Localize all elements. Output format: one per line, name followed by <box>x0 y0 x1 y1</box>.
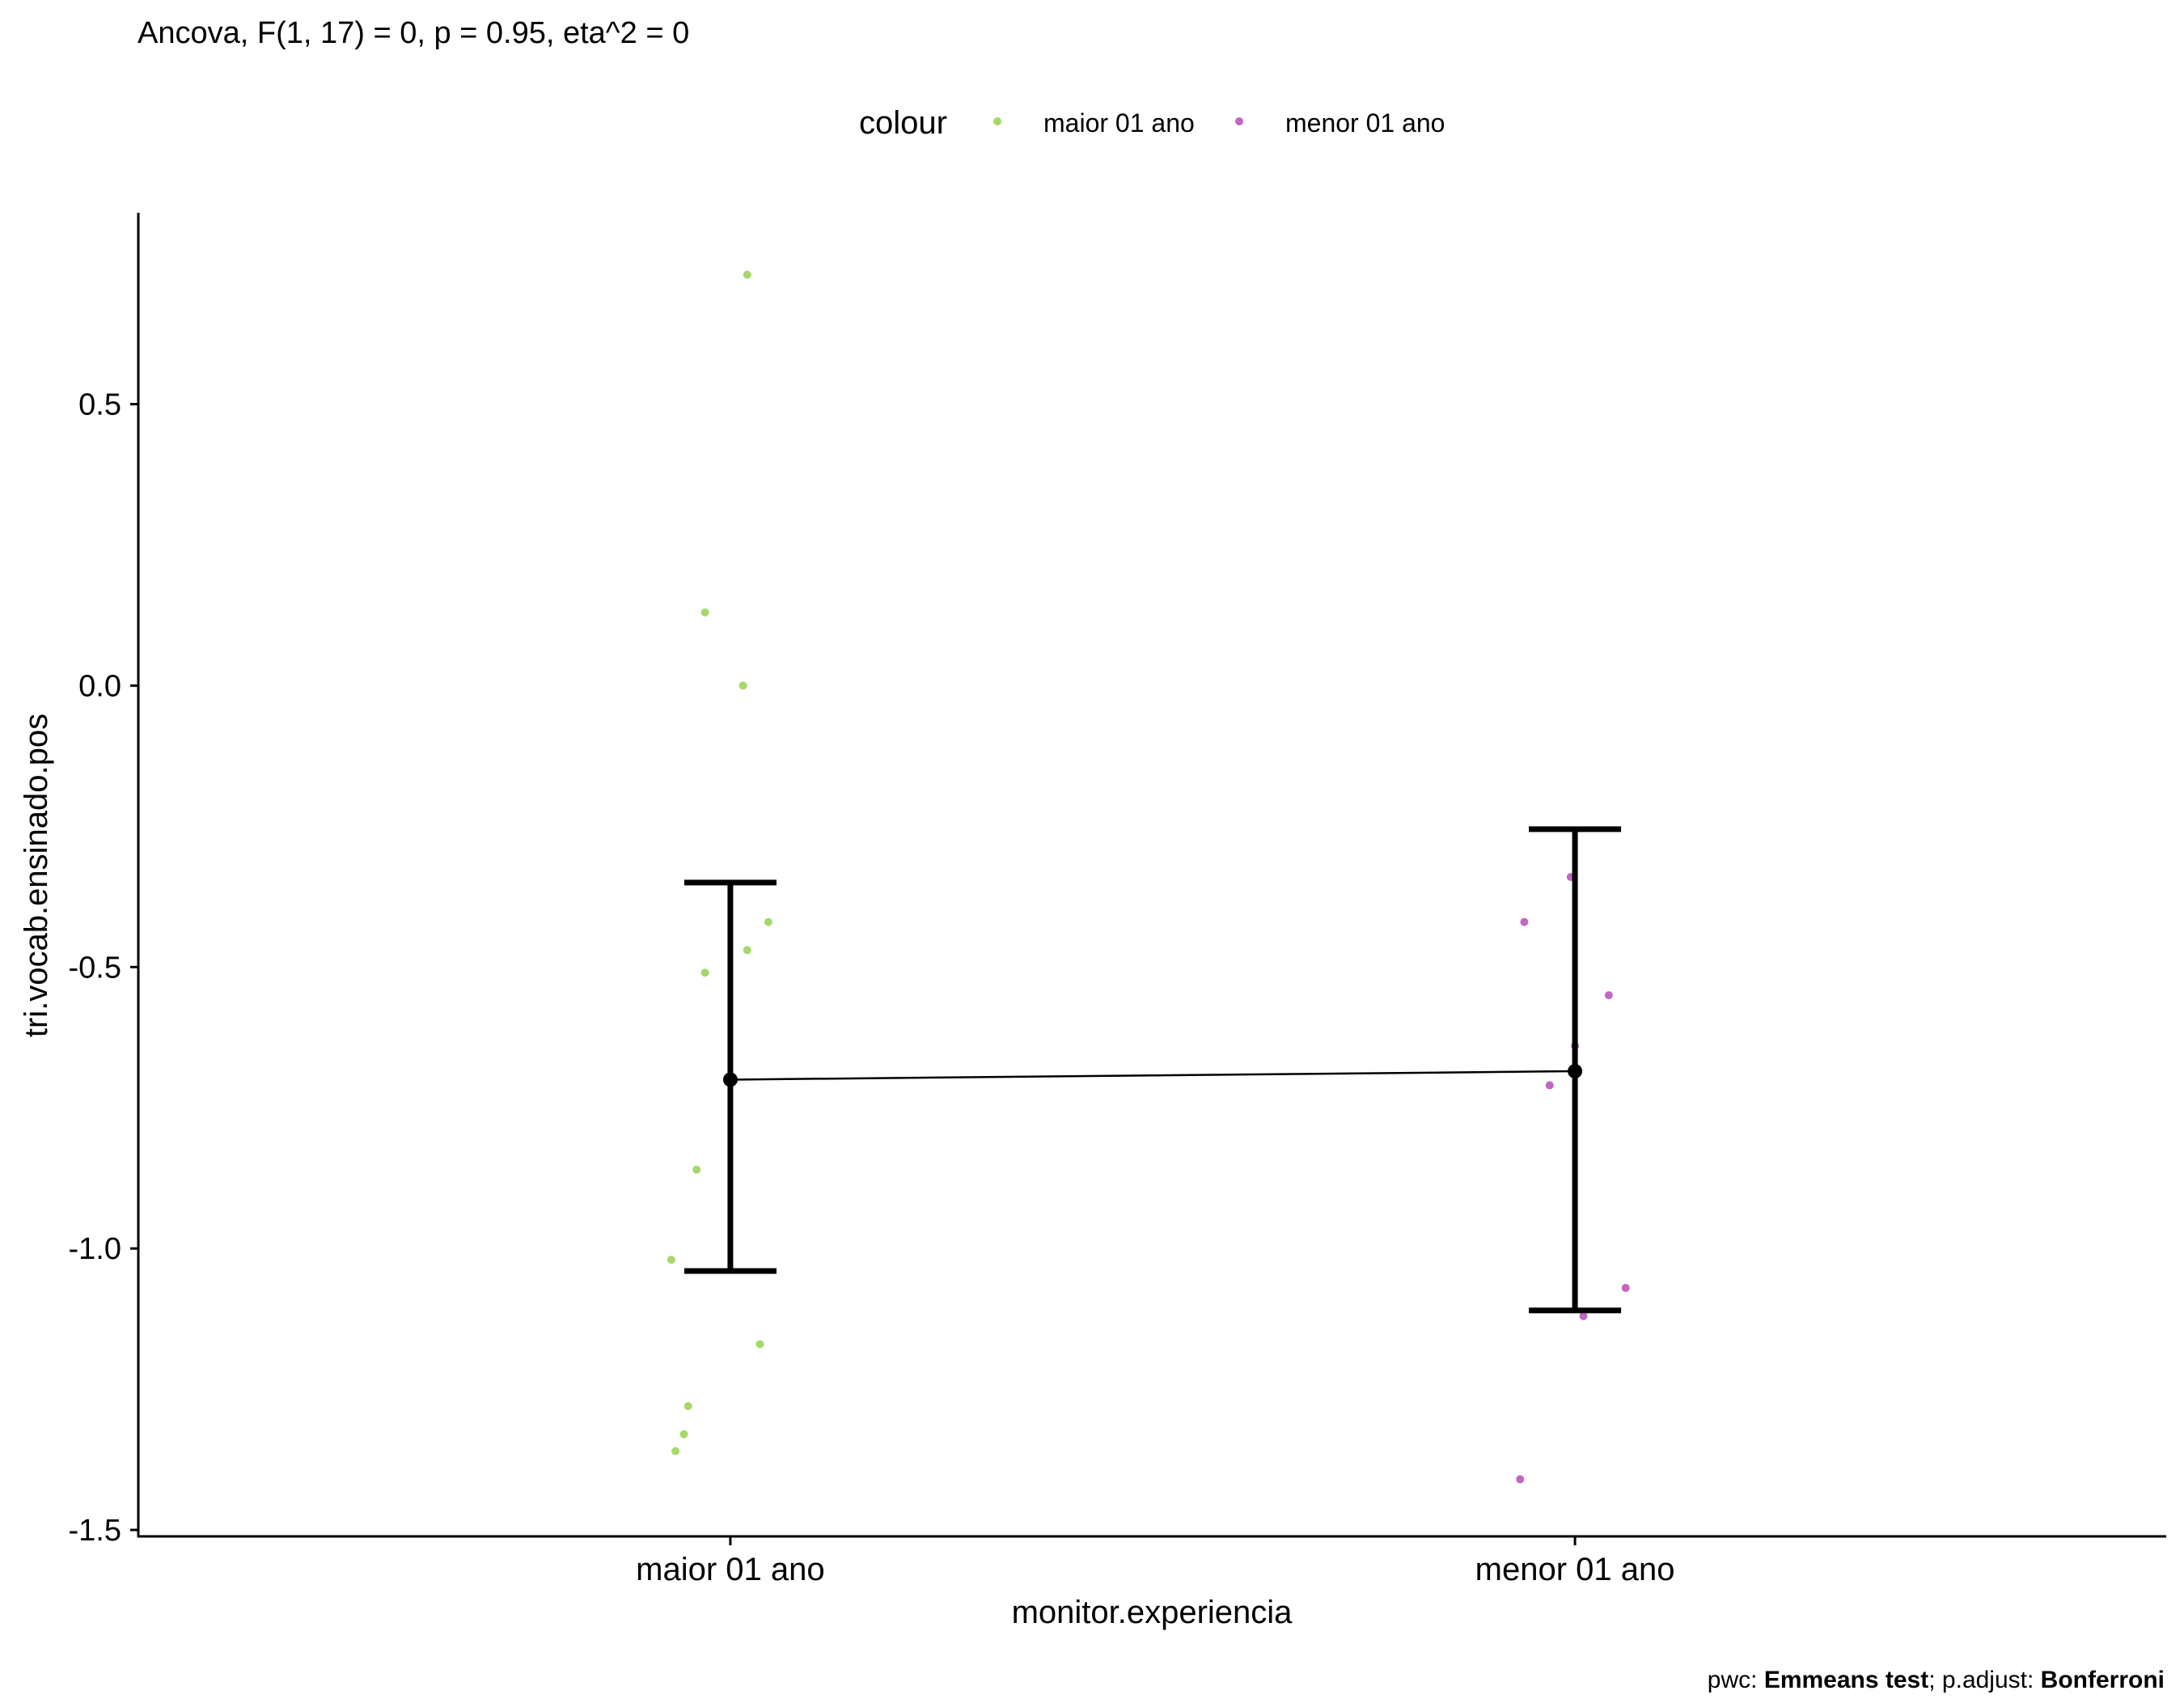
data-point <box>743 946 751 955</box>
data-point <box>684 1401 692 1410</box>
mean-point <box>722 1072 738 1087</box>
data-point <box>700 608 709 616</box>
data-points <box>667 270 1630 1484</box>
y-axis-label: tri.vocab.ensinado.pos <box>19 714 54 1037</box>
caption-adjust: Bonferroni <box>2041 1667 2165 1693</box>
mean-point <box>1568 1064 1583 1079</box>
y-tick-label: -1.5 <box>69 1514 121 1548</box>
data-point <box>667 1256 675 1265</box>
caption: pwc: Emmeans test; p.adjust: Bonferroni <box>1708 1667 2165 1693</box>
caption-prefix: pwc: <box>1708 1667 1764 1693</box>
caption-mid: ; p.adjust: <box>1928 1667 2040 1693</box>
mean-error-bars <box>684 826 1622 1314</box>
data-point <box>1579 1311 1588 1320</box>
x-ticks: maior 01 ano menor 01 ano <box>636 1536 1675 1587</box>
y-tick-label: -0.5 <box>69 951 121 985</box>
data-point <box>671 1447 680 1455</box>
chart-title: Ancova, F(1, 17) = 0, p = 0.95, eta^2 = … <box>138 16 689 50</box>
data-point <box>700 968 709 977</box>
y-tick-label: -1.0 <box>69 1232 121 1266</box>
y-tick-label: 0.5 <box>78 388 121 422</box>
x-axis-label: monitor.experiencia <box>1012 1595 1293 1630</box>
data-point <box>739 681 747 690</box>
data-point <box>756 1340 764 1349</box>
data-point <box>1516 1475 1525 1484</box>
legend-key-menor <box>1235 117 1243 125</box>
x-tick-label: maior 01 ano <box>636 1552 824 1587</box>
data-point <box>764 917 772 926</box>
x-tick-label: menor 01 ano <box>1475 1552 1675 1587</box>
legend-title: colour <box>859 105 947 141</box>
data-point <box>1604 991 1613 1000</box>
legend-label-maior: maior 01 ano <box>1043 108 1195 138</box>
data-point <box>692 1165 701 1174</box>
legend-label-menor: menor 01 ano <box>1285 108 1445 138</box>
mean-connector-line <box>730 1070 1576 1081</box>
data-point <box>679 1430 688 1438</box>
data-point <box>1520 917 1529 926</box>
legend: colour maior 01 ano menor 01 ano <box>859 105 1445 141</box>
y-tick-label: 0.0 <box>78 669 121 703</box>
data-point <box>1621 1283 1630 1292</box>
data-point <box>1545 1081 1554 1090</box>
data-point <box>743 270 751 279</box>
y-ticks: -1.5 -1.0 -0.5 0.0 0.5 <box>69 388 138 1548</box>
legend-key-maior <box>993 117 1001 125</box>
caption-test: Emmeans test <box>1764 1667 1928 1693</box>
